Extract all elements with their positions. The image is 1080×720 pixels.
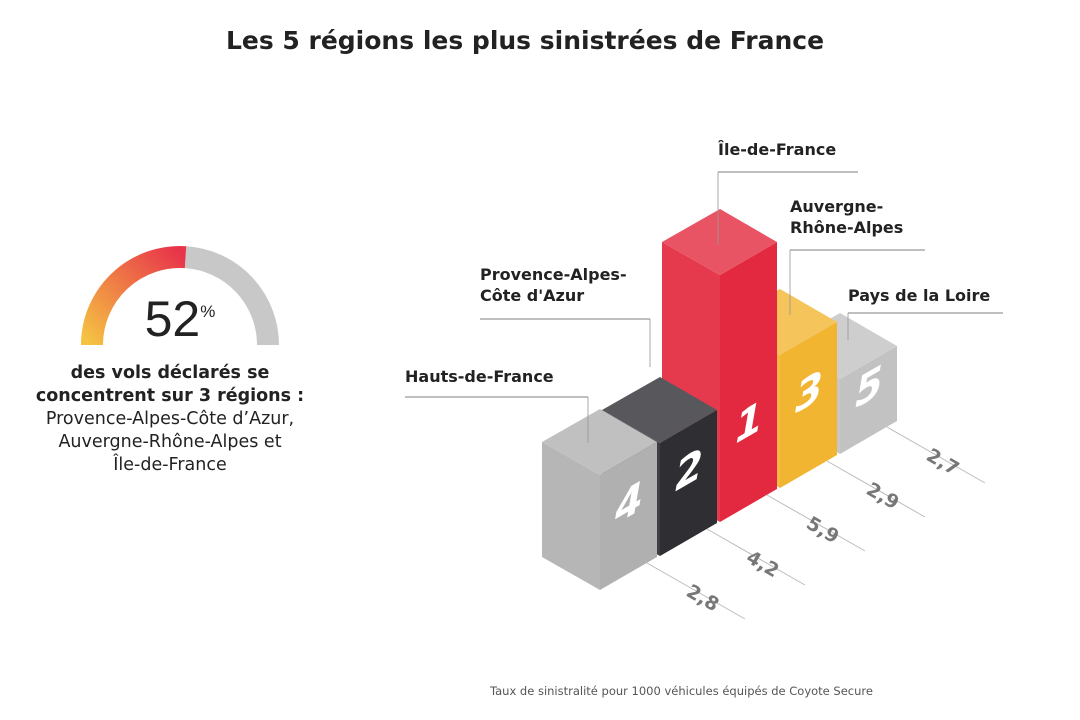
bar-right-face xyxy=(780,322,837,488)
bar-top-face xyxy=(542,409,657,475)
gauge-track xyxy=(184,246,279,346)
label-ile-de-france: Île-de-France xyxy=(718,139,836,160)
label-line: Côte d'Azur xyxy=(480,286,585,305)
bar-top-face xyxy=(782,313,897,379)
label-line: Rhône-Alpes xyxy=(790,218,904,237)
label-paca: Provence-Alpes- Côte d'Azur xyxy=(480,264,627,306)
value-label: 2,8 xyxy=(683,580,723,616)
value-label: 5,9 xyxy=(803,512,843,548)
gauge-description: des vols déclarés se concentrent sur 3 r… xyxy=(0,362,340,477)
value-guide-line xyxy=(826,460,926,518)
desc-line-5: Île-de-France xyxy=(113,455,227,475)
label-line: Pays de la Loire xyxy=(848,286,991,305)
label-line: Provence-Alpes- xyxy=(480,265,627,284)
value-label: 2,7 xyxy=(923,444,963,480)
bar-right-face xyxy=(600,442,657,590)
bar-top-face xyxy=(662,209,777,275)
bar-right-face xyxy=(660,410,717,556)
label-line: Auvergne- xyxy=(790,197,884,216)
desc-line-2: concentrent sur 3 régions : xyxy=(35,386,305,406)
value-guide-line xyxy=(706,528,806,586)
label-line: Île-de-France xyxy=(718,140,837,159)
bar-top-face xyxy=(602,377,717,443)
gauge-value: 52% xyxy=(120,290,240,348)
value-guide-line xyxy=(886,426,986,484)
bar-4: 4 xyxy=(542,409,657,590)
label-auvergne-rhone-alpes: Auvergne- Rhône-Alpes xyxy=(790,196,903,238)
desc-line-1: des vols déclarés se xyxy=(70,363,270,383)
bar-top-face xyxy=(722,289,837,355)
gauge-unit: % xyxy=(200,302,216,321)
desc-line-3: Provence-Alpes-Côte d’Azur, xyxy=(45,409,295,429)
desc-line-4: Auvergne-Rhône-Alpes et xyxy=(58,432,282,452)
bar-right-face xyxy=(840,346,897,454)
gauge-number: 52 xyxy=(144,291,201,347)
value-guide-line xyxy=(646,562,746,620)
gauge-fill xyxy=(81,246,187,346)
bar-left-face xyxy=(542,442,600,590)
value-label: 2,9 xyxy=(863,478,903,514)
leader-lines xyxy=(405,171,1003,443)
bar-right-face xyxy=(720,242,777,522)
footnote: Taux de sinistralité pour 1000 véhicules… xyxy=(490,684,873,698)
value-guide-line xyxy=(766,494,866,552)
label-hauts-de-france: Hauts-de-France xyxy=(405,366,554,387)
value-label: 4,2 xyxy=(743,546,783,582)
label-pays-de-la-loire: Pays de la Loire xyxy=(848,285,990,306)
label-line: Hauts-de-France xyxy=(405,367,554,386)
page-title: Les 5 régions les plus sinistrées de Fra… xyxy=(225,26,825,55)
